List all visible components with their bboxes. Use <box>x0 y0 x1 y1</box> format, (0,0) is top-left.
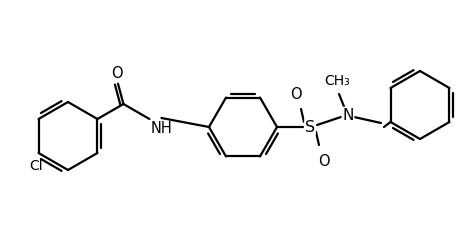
Text: N: N <box>342 108 354 123</box>
Text: CH₃: CH₃ <box>324 74 350 88</box>
Text: S: S <box>305 120 315 135</box>
Text: NH: NH <box>150 121 172 135</box>
Text: O: O <box>290 87 302 102</box>
Text: Cl: Cl <box>30 158 44 172</box>
Text: O: O <box>318 153 330 168</box>
Text: O: O <box>111 65 123 80</box>
